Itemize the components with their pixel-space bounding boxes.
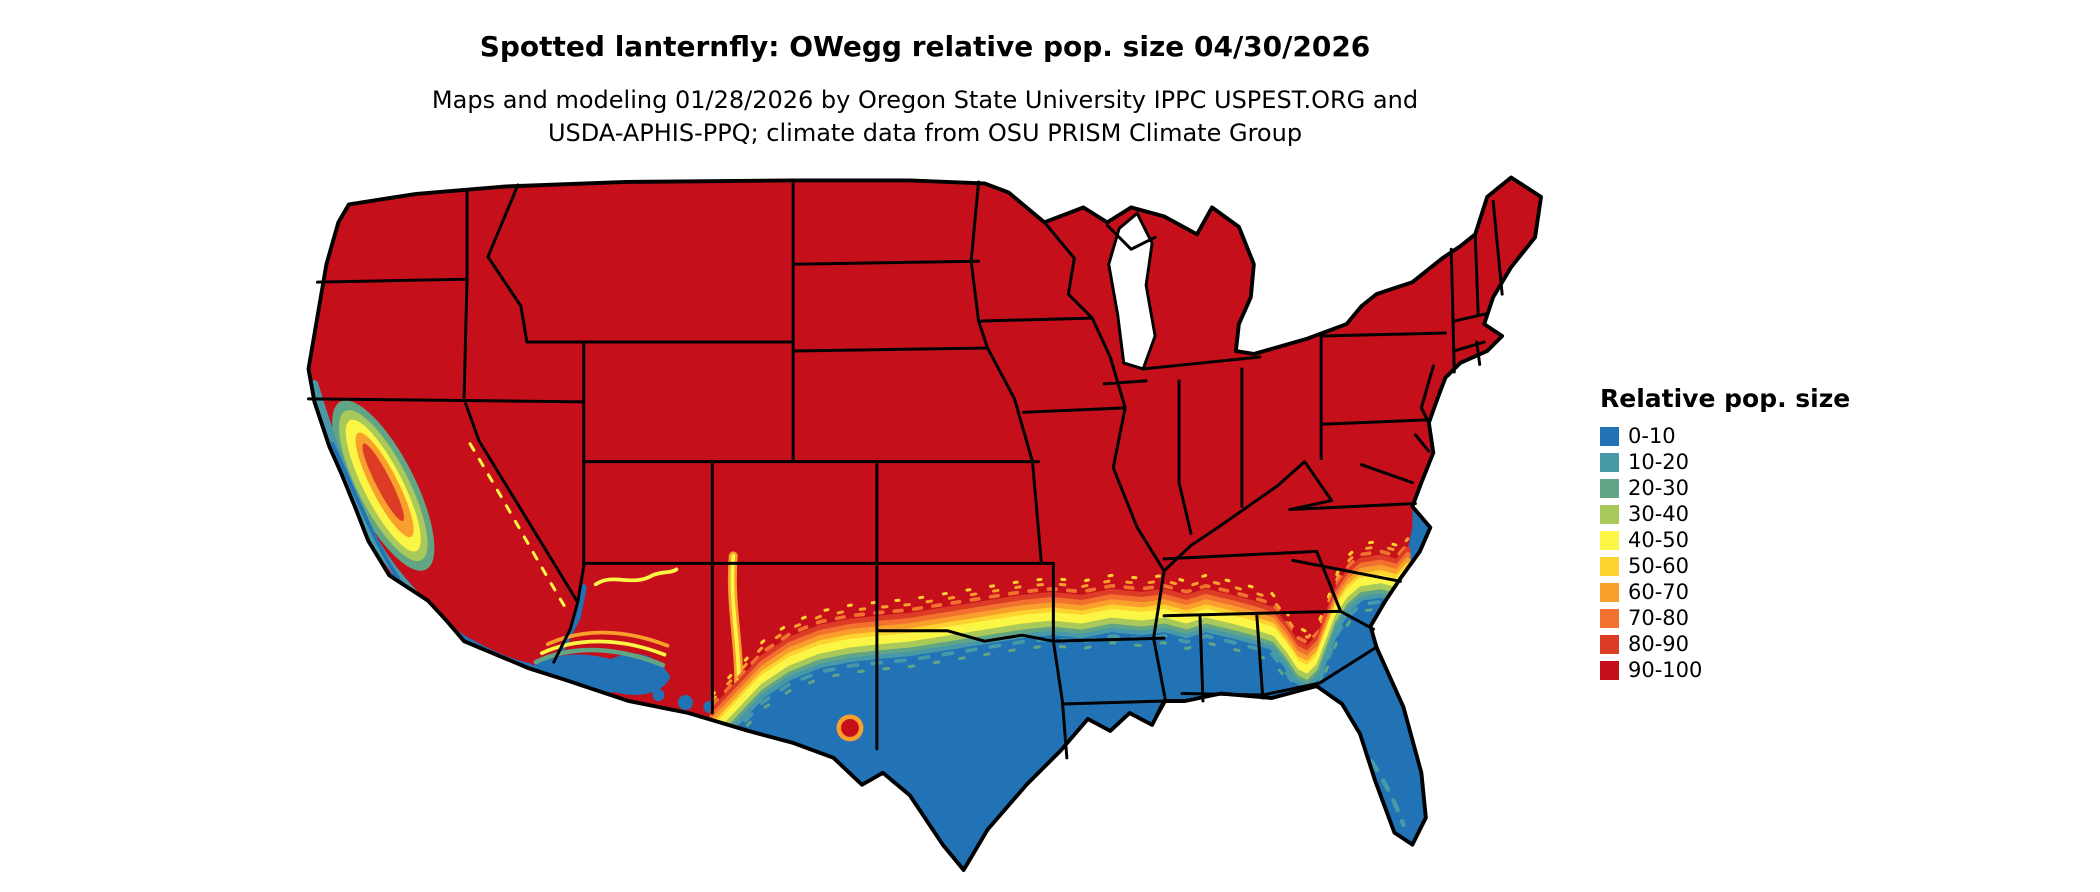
- legend-swatch: [1600, 479, 1619, 498]
- legend-item: 10-20: [1600, 450, 1850, 474]
- legend-item: 50-60: [1600, 554, 1850, 578]
- legend-swatch: [1600, 453, 1619, 472]
- legend-item-label: 60-70: [1628, 580, 1690, 604]
- legend-item: 60-70: [1600, 580, 1850, 604]
- legend-swatch: [1600, 583, 1619, 602]
- legend-item: 40-50: [1600, 528, 1850, 552]
- legend-title: Relative pop. size: [1600, 384, 1851, 413]
- legend-swatch: [1600, 661, 1619, 680]
- legend-item-label: 20-30: [1628, 476, 1690, 500]
- legend-item-label: 30-40: [1628, 502, 1690, 526]
- legend-item: 30-40: [1600, 502, 1850, 526]
- legend-swatch: [1600, 427, 1619, 446]
- legend-item: 90-100: [1600, 658, 1850, 682]
- us-map: [306, 175, 1543, 872]
- subtitle-line-1: Maps and modeling 01/28/2026 by Oregon S…: [431, 86, 1419, 114]
- legend-swatch: [1600, 557, 1619, 576]
- page-title: Spotted lanternfly: OWegg relative pop. …: [479, 30, 1371, 63]
- legend-item-label: 10-20: [1628, 450, 1690, 474]
- page-subtitle: Maps and modeling 01/28/2026 by Oregon S…: [432, 84, 1418, 150]
- legend-swatch: [1600, 505, 1619, 524]
- great-lakes: [1107, 211, 1157, 371]
- legend-item-label: 50-60: [1628, 554, 1690, 578]
- lake-michigan: [1107, 211, 1157, 371]
- legend-item-label: 80-90: [1628, 632, 1690, 656]
- legend: Relative pop. size 0-10 10-20 20-30 30-40 40…: [1600, 384, 1850, 687]
- legend-item-label: 0-10: [1628, 424, 1676, 448]
- legend-item: 70-80: [1600, 606, 1850, 630]
- california-central-valley: [332, 400, 435, 571]
- legend-swatch: [1600, 531, 1619, 550]
- legend-items: 0-10 10-20 20-30 30-40 40-50 50-60 60-70 70-80 8…: [1600, 424, 1850, 682]
- legend-item-label: 70-80: [1628, 606, 1690, 630]
- legend-item-label: 90-100: [1628, 658, 1703, 682]
- legend-item: 0-10: [1600, 424, 1850, 448]
- subtitle-line-2: USDA-APHIS-PPQ; climate data from OSU PR…: [547, 119, 1303, 147]
- legend-item-label: 40-50: [1628, 528, 1690, 552]
- legend-item: 80-90: [1600, 632, 1850, 656]
- grand-canyon-band: [593, 567, 679, 587]
- legend-item: 20-30: [1600, 476, 1850, 500]
- legend-swatch: [1600, 635, 1619, 654]
- legend-swatch: [1600, 609, 1619, 628]
